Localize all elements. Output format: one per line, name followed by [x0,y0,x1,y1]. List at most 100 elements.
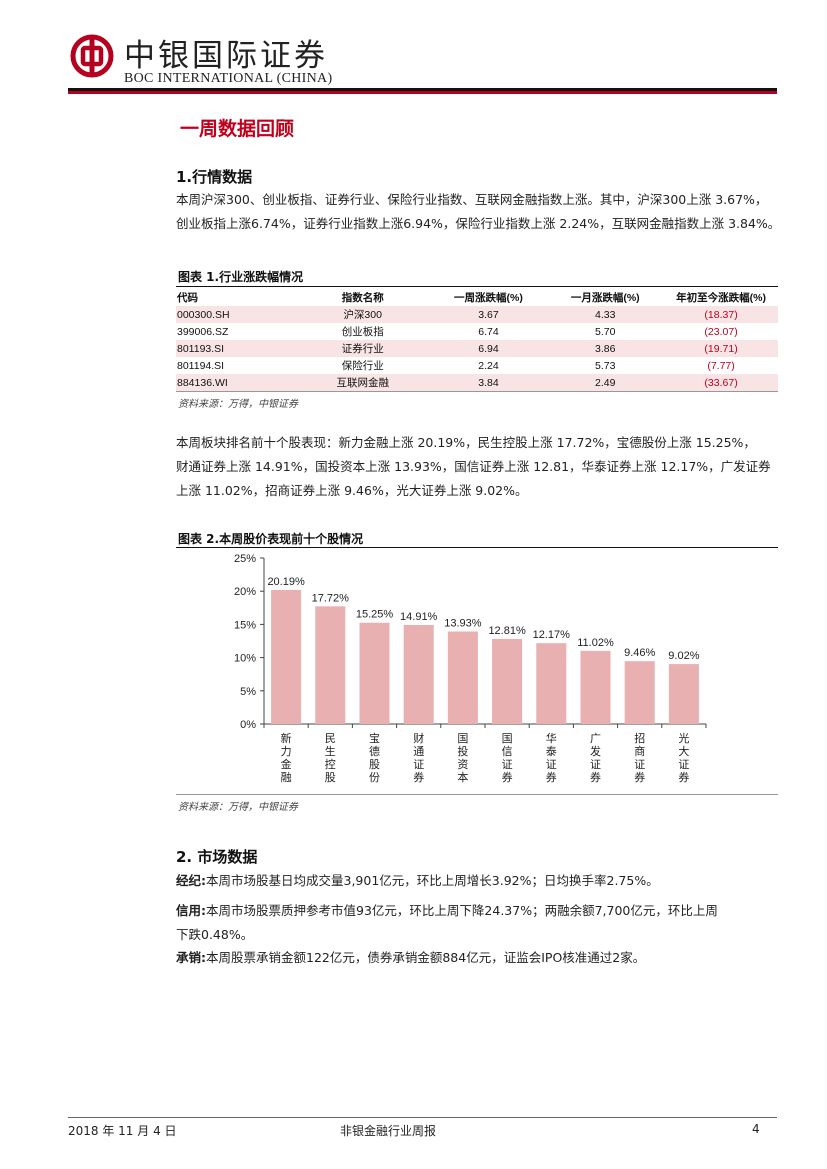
x-category-label-char: 财 [413,731,424,745]
item-text: 本周股票承销金额122亿元，债券承销金额884亿元，证监会IPO核准通过2家。 [206,950,646,965]
paragraph-line: 财通证券上涨 14.91%，国投资本上涨 13.93%，国信证券上涨 12.81… [176,459,771,474]
page-title: 一周数据回顾 [180,118,295,140]
cell-ytd-change: (7.77) [707,359,735,372]
paragraph-line: 本周沪深300、创业板指、证券行业、保险行业指数、互联网金融指数上涨。其中，沪深… [176,192,768,207]
item-text: 本周市场股票质押参考市值93亿元，环比上周下降24.37%；两融余额7,700亿… [206,903,718,918]
bar [315,606,346,724]
top-stocks-bar-chart: 0%5%10%15%20%25%20.19%新力金融17.72%民生控股15.2… [234,553,707,784]
cell-code: 801193.SI [176,340,295,357]
x-category-label-char: 证 [634,758,645,771]
x-category-label-char: 生 [325,744,336,758]
item-label: 经纪: [176,873,206,888]
cell-month-change: 4.33 [546,306,665,323]
column-header: 年初至今涨跌幅(%) [676,292,766,304]
x-category-label-char: 份 [369,771,380,784]
column-header: 一周涨跌幅(%) [454,292,523,304]
cell-code: 399006.SZ [177,325,229,338]
x-category-label-char: 宝 [369,731,380,745]
data-label: 14.91% [400,611,438,623]
x-category-label-char: 发 [590,744,601,758]
cell-ytd-change: (18.37) [664,306,778,323]
cell-week-change: 3.67 [430,306,547,323]
footer-report-title: 非银金融行业周报 [340,1124,437,1138]
x-category-label-char: 信 [502,745,513,758]
x-category-label-char: 融 [281,771,292,784]
data-label: 17.72% [312,592,350,604]
x-category-label-char: 控 [325,757,336,771]
bar [447,631,478,724]
paragraph-line: 创业板指上涨6.74%，证券行业指数上涨6.94%，保险行业指数上涨 2.24%… [176,216,781,231]
x-category-label-char: 广 [590,732,601,745]
x-category-label-char: 德 [369,744,380,758]
table-caption: 图表 1.行业涨跌幅情况 [178,270,304,284]
y-tick-label: 15% [234,619,256,631]
cell-week-change: 6.94 [430,340,547,357]
cell-week-change: 6.74 [478,325,499,338]
credit-paragraph: 信用:本周市场股票质押参考市值93亿元，环比上周下降24.37%；两融余额7,7… [176,899,786,947]
x-category-label-char: 金 [281,757,292,771]
x-category-label-char: 券 [502,770,513,784]
cell-month-change: 3.86 [546,340,665,357]
section-heading-market-data: 2. 市场数据 [176,848,258,866]
index-performance-table: 代码 指数名称 一周涨跌幅(%) 一月涨跌幅(%) 年初至今涨跌幅(%) 000… [176,289,778,391]
data-label: 9.46% [624,647,655,659]
cell-index-name: 互联网金融 [294,374,431,391]
cell-week-change: 3.84 [430,374,547,391]
boc-logo-icon [70,34,114,78]
bar [271,589,302,724]
x-category-label-char: 券 [413,770,424,784]
x-category-label-char: 国 [502,732,513,745]
data-label: 12.17% [533,629,571,641]
x-category-label-char: 资 [457,758,468,771]
cell-code: 000300.SH [176,306,295,323]
data-label: 13.93% [444,618,482,630]
footer-rule [68,1117,777,1118]
x-category-label-char: 本 [457,770,468,784]
data-label: 15.25% [356,609,394,621]
column-header: 指数名称 [341,292,384,304]
x-category-label-char: 华 [546,731,557,745]
x-category-label-char: 证 [678,758,689,771]
cell-month-change: 2.49 [546,374,665,391]
cell-code: 884136.WI [176,374,295,391]
table-row: 000300.SH 沪深300 3.67 4.33 (18.37) [176,306,778,323]
data-label: 12.81% [488,625,526,637]
x-category-label-char: 商 [634,744,645,758]
table-row: 399006.SZ 创业板指 6.74 5.70 (23.07) [176,323,778,340]
y-tick-label: 10% [234,653,256,665]
y-tick-label: 20% [234,586,256,598]
x-category-label-char: 证 [413,758,424,771]
brand-name-en: BOC INTERNATIONAL (CHINA) [124,71,333,86]
x-category-label-char: 券 [546,770,557,784]
bar [359,622,390,724]
bar [624,661,655,724]
header-rule-accent [68,91,777,94]
data-label: 20.19% [267,576,305,588]
table-top-rule [176,286,778,287]
x-category-label-char: 力 [281,745,292,758]
table-bottom-rule [176,391,778,392]
chart-source: 资料来源：万得，中银证券 [178,802,298,813]
x-category-label-char: 大 [678,744,689,758]
column-header: 代码 [177,292,198,304]
y-tick-label: 25% [234,553,256,565]
x-category-label-char: 民 [325,732,336,745]
section-heading-market: 1.行情数据 [176,168,253,186]
x-category-label-char: 光 [678,731,689,745]
x-category-label-char: 券 [590,770,601,784]
cell-index-name: 沪深300 [294,306,431,323]
cell-month-change: 5.70 [595,325,616,338]
x-category-label-char: 新 [281,731,292,745]
table-row: 884136.WI 互联网金融 3.84 2.49 (33.67) [176,374,778,391]
cell-index-name: 证券行业 [294,340,431,357]
top-stocks-paragraph: 本周板块排名前十个股表现：新力金融上涨 20.19%，民生控股上涨 17.72%… [176,431,786,503]
cell-ytd-change: (33.67) [664,374,778,391]
cell-ytd-change: (19.71) [664,340,778,357]
brand-name-cn: 中银国际证券 [124,38,328,74]
chart-top-rule [176,547,778,548]
y-tick-label: 5% [240,686,256,698]
footer-date: 2018 年 11 月 4 日 [68,1124,177,1138]
x-category-label-char: 投 [457,744,468,758]
table-source: 资料来源：万得，中银证券 [178,399,298,410]
bar [580,650,611,724]
